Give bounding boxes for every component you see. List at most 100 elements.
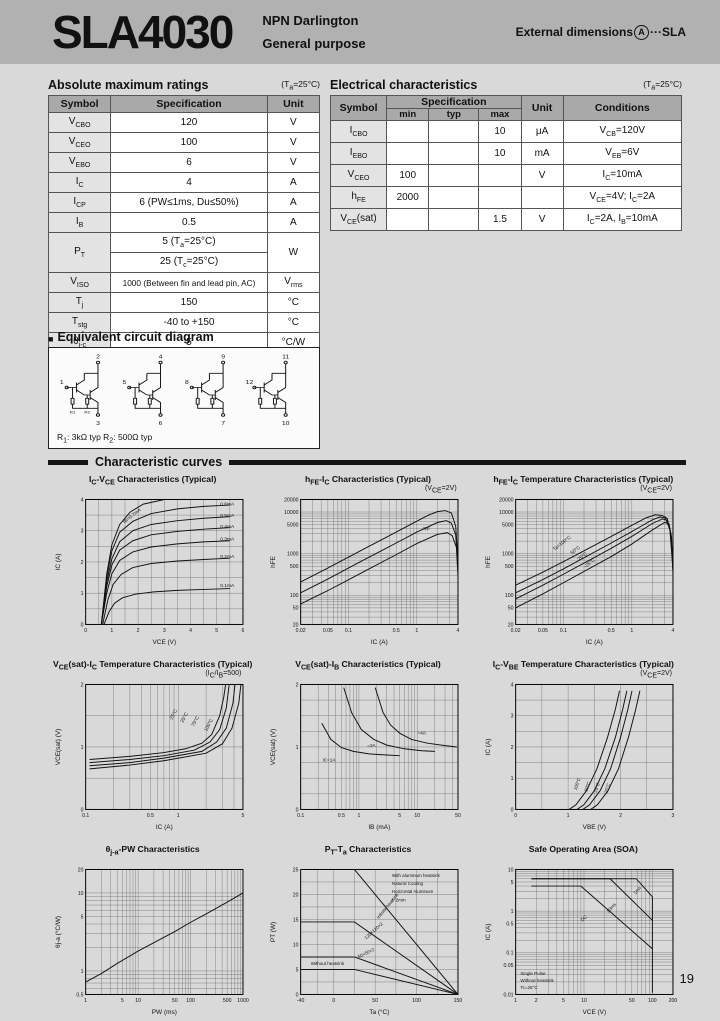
- table-cell: V: [266, 152, 321, 173]
- curve-label: 50×50×2: [357, 947, 376, 960]
- pin-label: 8: [185, 380, 189, 386]
- equivalent-circuit-diagram: 1 2 3 5 4 6 8 9 7 12 11 10 R1 R2: [60, 354, 290, 427]
- chart-cell: VCE(sat)-IC Temperature Characteristics …: [48, 659, 257, 836]
- page-number: 19: [679, 971, 694, 986]
- table-cell: °C: [266, 292, 321, 313]
- amr-row: IC 4 A: [47, 172, 321, 193]
- table-cell: mA: [520, 142, 564, 165]
- curve-pw-10ms: [531, 878, 654, 921]
- amr-row: VCEO 100 V: [47, 132, 321, 153]
- y-axis-label: IC (A): [485, 739, 492, 756]
- x-tick-label: 0.5: [393, 628, 400, 634]
- external-dimensions-ref: External dimensions A ···SLA: [515, 24, 686, 40]
- curve-label: 10ms: [606, 901, 618, 913]
- curve-label: Infinite heatsink: [376, 892, 400, 920]
- chart-cell: VCE(sat)-IB Characteristics (Typical) 0.1…: [263, 659, 472, 836]
- x-tick-label: 0.1: [82, 813, 89, 819]
- y-axis-label: VCE(sat) (V): [270, 729, 277, 766]
- x-tick-label: 10: [581, 998, 587, 1004]
- y-tick-label: 5: [80, 914, 83, 920]
- amr-row: Tj 150 °C: [47, 292, 321, 313]
- x-tick-label: 0.05: [323, 628, 333, 634]
- y-tick-label: 10000: [284, 510, 298, 516]
- curve-label: Natural Cooling: [392, 881, 424, 886]
- curve-label: -25°C: [603, 782, 612, 795]
- chart-svg-8: 1 2 5 10 50 100 200 0.01 0.05 0.1 0.5 1 5 10 VCE (V) IC…: [485, 867, 678, 1016]
- chart-title: VCE(sat)-IC Temperature Characteristics …: [53, 659, 253, 672]
- curve-label: 50°C: [584, 780, 592, 792]
- table-cell: 1.5: [478, 208, 522, 231]
- y-tick-label: 20000: [284, 497, 298, 503]
- curve-label: =2A: [367, 743, 376, 748]
- y-tick-label: 5000: [287, 522, 299, 528]
- y-axis-label: IC (A): [54, 554, 61, 571]
- y-tick-label: 3: [511, 714, 514, 720]
- charts-grid: IC-VCE Characteristics (Typical) 0 1 2 3 4 5 6 0…: [48, 474, 688, 1021]
- col-symbol: Symbol: [47, 95, 112, 113]
- resistor-values-note: R1: 3kΩ typ R2: 500Ω typ: [57, 432, 153, 445]
- section-title: Absolute maximum ratings: [48, 78, 209, 92]
- table-cell: IC=2A, IB=10mA: [562, 208, 683, 231]
- characteristic-curves-header: Characteristic curves: [48, 455, 686, 469]
- curve-label: 100°C: [203, 717, 215, 732]
- y-tick-label: 1: [511, 909, 514, 915]
- table-cell: [386, 120, 430, 143]
- table-cell: [428, 120, 480, 143]
- curve-ic-2a: [343, 687, 435, 752]
- chart-subtitle: (VCE=2V): [640, 485, 672, 495]
- resistor-label-r1: R1: [70, 410, 76, 415]
- chart-cell: Safe Operating Area (SOA) 1 2 5 10 50 100 200 0.…: [479, 844, 688, 1021]
- y-axis-label: IC (A): [485, 924, 492, 941]
- x-tick-label: 1000: [237, 998, 249, 1004]
- pin-label: 6: [159, 420, 163, 426]
- section-title-row: Electrical characteristics (Ta=25°C): [330, 78, 682, 92]
- y-tick-label: 3: [80, 529, 83, 535]
- chart-title: VCE(sat)-IB Characteristics (Typical): [295, 659, 441, 672]
- y-tick-label: 0: [511, 807, 514, 813]
- y-tick-label: 0.5: [507, 921, 514, 927]
- table-cell: Tstg: [47, 312, 112, 333]
- x-tick-label: 5: [562, 998, 565, 1004]
- x-tick-label: 6: [241, 628, 244, 634]
- curve-ta-50c: [515, 516, 674, 594]
- x-tick-label: 4: [189, 628, 192, 634]
- curve-label: 0.6mA: [220, 502, 235, 508]
- y-tick-label: 1000: [502, 551, 514, 557]
- ec-row: ICBO 10 μA VCB=120V: [329, 120, 683, 143]
- curve-label: 25°C: [577, 551, 590, 563]
- y-axis-label: VCE(sat) (V): [54, 729, 61, 766]
- table-cell: VEB=6V: [562, 142, 683, 165]
- table-cell: IB: [47, 212, 112, 233]
- curve-ib-0-2ma: [101, 557, 230, 625]
- chart-title: PT-Ta Characteristics: [324, 844, 412, 857]
- curve-label: 0.5mA: [220, 513, 235, 519]
- curve-label: Without heatsink: [521, 978, 555, 983]
- table-cell: 2000: [386, 186, 430, 209]
- amr-header-row: Symbol Specification Unit: [47, 95, 321, 113]
- x-tick-label: 10: [135, 998, 141, 1004]
- curve-dc: [531, 885, 654, 950]
- curve-label: DC: [580, 914, 589, 923]
- x-tick-label: -40: [297, 998, 305, 1004]
- external-dimensions-label: External dimensions: [515, 25, 633, 39]
- device-purpose: General purpose: [262, 36, 366, 51]
- x-tick-label: 0.05: [538, 628, 548, 634]
- plot-frame: [515, 683, 674, 810]
- chart-cell: IC-VBE Temperature Characteristics (Typi…: [479, 659, 688, 836]
- x-tick-label: 200: [669, 998, 678, 1004]
- col-min: min: [386, 108, 430, 121]
- y-tick-label: 4: [80, 497, 83, 503]
- table-cell: W: [266, 232, 321, 273]
- y-tick-label: 1: [80, 969, 83, 975]
- curve-label: t: 2mm: [392, 897, 406, 902]
- pin-label: 12: [246, 380, 254, 386]
- y-tick-label: 25: [293, 867, 299, 873]
- y-tick-label: 1: [80, 591, 83, 597]
- y-tick-label: 5: [511, 880, 514, 886]
- circled-a-icon: A: [634, 24, 649, 40]
- x-tick-label: 5: [121, 998, 124, 1004]
- table-cell: μA: [520, 120, 564, 143]
